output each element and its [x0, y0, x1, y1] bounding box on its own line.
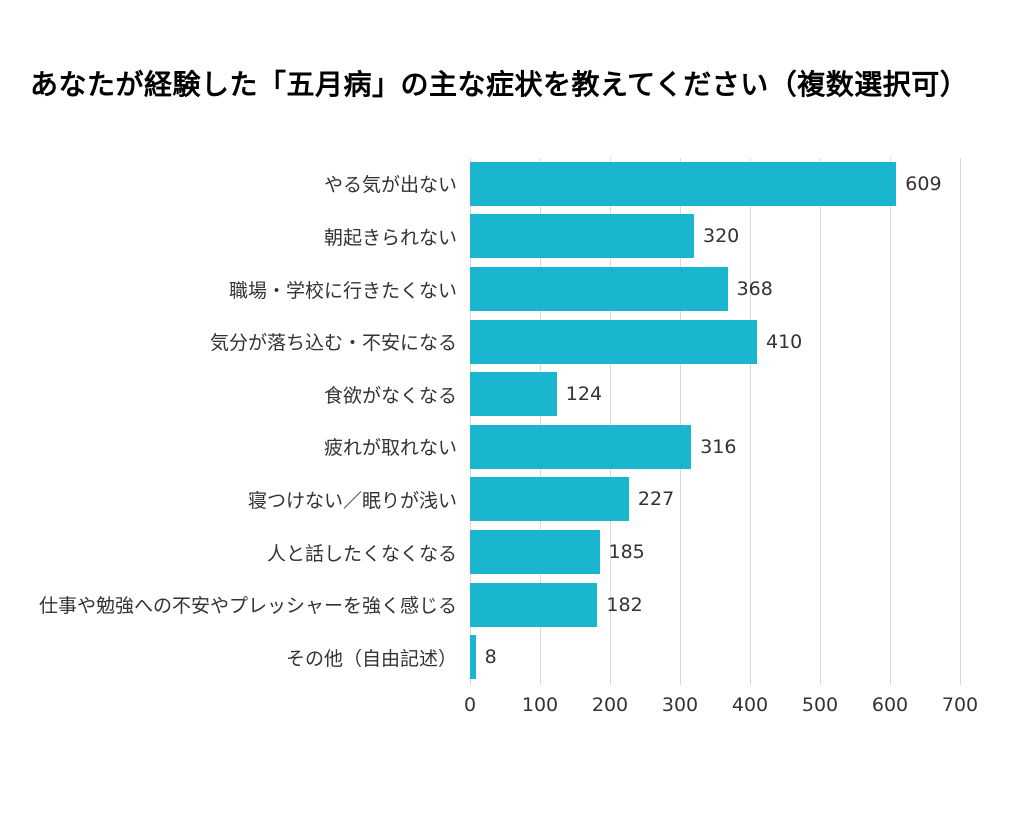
x-tick-label: 300	[661, 693, 699, 716]
category-label: 人と話したくなくなる	[266, 542, 457, 565]
bar-track: 368	[470, 267, 960, 312]
value-label: 182	[606, 593, 643, 616]
bar-track: 227	[470, 477, 960, 522]
chart-row: 疲れが取れない 316	[0, 421, 1024, 474]
bar-track: 8	[470, 635, 960, 680]
gridline	[540, 157, 541, 685]
bar	[470, 635, 476, 680]
gridline	[820, 157, 821, 685]
value-label: 320	[703, 225, 740, 248]
bar	[470, 161, 897, 206]
bar	[470, 530, 600, 575]
value-label: 368	[736, 278, 773, 301]
category-label: 食欲がなくなる	[323, 384, 457, 407]
category-label: 朝起きられない	[323, 226, 457, 249]
bar	[470, 214, 694, 259]
x-tick-label: 400	[731, 693, 769, 716]
bar	[470, 372, 557, 417]
bar	[470, 477, 629, 522]
category-label: 気分が落ち込む・不安になる	[209, 332, 457, 355]
value-label: 227	[637, 488, 675, 511]
chart-row: 職場・学校に行きたくない 368	[0, 263, 1024, 316]
chart-title: あなたが経験した「五月病」の主な症状を教えてください（複数選択可）	[30, 68, 969, 101]
x-tick-label: 600	[871, 693, 909, 716]
category-label: やる気が出ない	[323, 174, 457, 197]
bar-chart: やる気が出ない 609 朝起きられない 320 職場・学校に行きたくない 368 気分が落ち…	[0, 157, 1024, 758]
page: あなたが経験した「五月病」の主な症状を教えてください（複数選択可） やる気が出な…	[0, 68, 1024, 758]
bar-track: 124	[470, 372, 960, 417]
gridline	[890, 157, 891, 685]
x-tick-label: 700	[941, 693, 979, 716]
gridline	[610, 157, 611, 685]
bar-track: 182	[470, 582, 960, 627]
bar-track: 410	[470, 319, 960, 364]
chart-row: 仕事や勉強への不安やプレッシャーを強く感じる 182	[0, 578, 1024, 631]
gridline	[680, 157, 681, 685]
chart-row: やる気が出ない 609	[0, 158, 1024, 211]
gridline	[750, 157, 751, 685]
gridlines	[470, 157, 961, 685]
value-label: 609	[905, 172, 942, 195]
value-label: 185	[608, 541, 645, 564]
x-tick-label: 500	[801, 693, 839, 716]
chart-row: 食欲がなくなる 124	[0, 368, 1024, 421]
x-tick-label: 100	[521, 693, 559, 716]
bar-track: 609	[470, 161, 960, 206]
value-label: 124	[565, 383, 603, 406]
bar	[470, 319, 757, 364]
bar-track: 185	[470, 530, 960, 575]
bar	[470, 424, 692, 469]
chart-rows: やる気が出ない 609 朝起きられない 320 職場・学校に行きたくない 368 気分が落ち…	[0, 158, 1024, 684]
bar-track: 316	[470, 424, 960, 469]
value-label: 410	[766, 330, 803, 353]
category-label: 仕事や勉強への不安やプレッシャーを強く感じる	[38, 595, 457, 618]
gridline	[470, 157, 471, 685]
value-label: 8	[484, 646, 497, 669]
chart-row: その他（自由記述） 8	[0, 631, 1024, 684]
bar-track: 320	[470, 214, 960, 259]
category-label: その他（自由記述）	[285, 647, 457, 670]
chart-row: 寝つけない／眠りが浅い 227	[0, 473, 1024, 526]
category-label: 職場・学校に行きたくない	[228, 279, 457, 302]
x-axis: 0 100 200 300 400 500 600 700	[464, 693, 978, 720]
category-label: 寝つけない／眠りが浅い	[247, 489, 457, 512]
bar	[470, 582, 598, 627]
x-tick-label: 200	[591, 693, 629, 716]
chart-row: 人と話したくなくなる 185	[0, 526, 1024, 579]
value-label: 316	[700, 435, 737, 458]
chart-row: 朝起きられない 320	[0, 210, 1024, 263]
category-label: 疲れが取れない	[323, 437, 457, 460]
bar	[470, 267, 728, 312]
chart-row: 気分が落ち込む・不安になる 410	[0, 315, 1024, 368]
gridline	[960, 157, 961, 685]
x-tick-label: 0	[463, 693, 477, 716]
